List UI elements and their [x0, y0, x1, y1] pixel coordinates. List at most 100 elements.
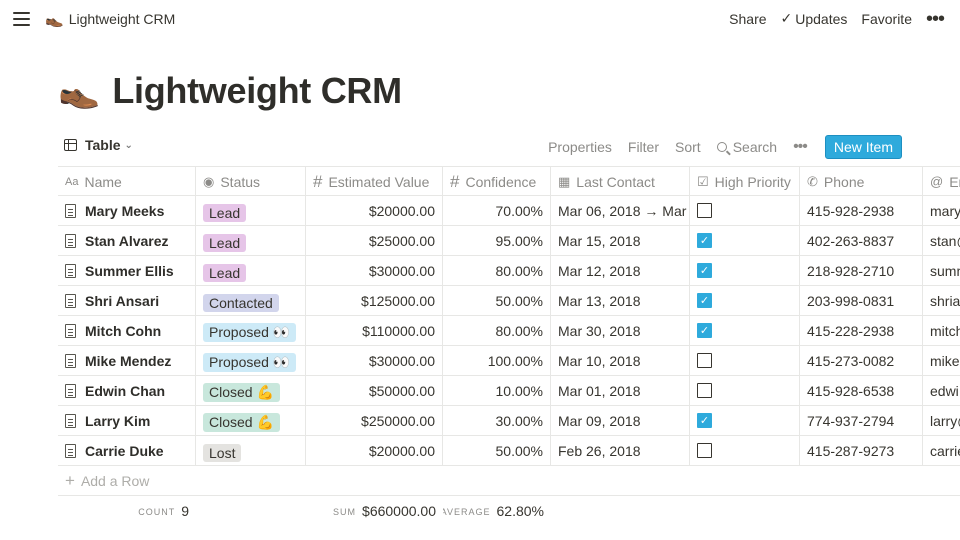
high-priority-cell[interactable]: ✓ [690, 316, 800, 345]
email-cell[interactable]: shria [930, 292, 960, 309]
column-header-estimated-value[interactable]: # Estimated Value [306, 167, 443, 196]
phone-cell[interactable]: 415-928-2938 [800, 196, 923, 225]
last-contact-cell[interactable]: Mar 09, 2018 [551, 406, 690, 435]
sort-button[interactable]: Sort [675, 139, 701, 155]
estimated-value-cell[interactable]: $30000.00 [306, 346, 443, 375]
properties-button[interactable]: Properties [548, 139, 612, 155]
last-contact-cell[interactable]: Mar 06, 2018 → Mar 0 [551, 196, 690, 225]
table-row[interactable]: Shri Ansari Contacted $125000.00 50.00% Mar … [58, 286, 960, 316]
estimated-value-cell[interactable]: $110000.00 [306, 316, 443, 345]
page-title[interactable]: Lightweight CRM [112, 70, 402, 111]
column-header-confidence[interactable]: # Confidence [443, 167, 551, 196]
confidence-cell[interactable]: 10.00% [443, 376, 551, 405]
email-cell[interactable]: mike@ [930, 352, 960, 369]
name-cell[interactable]: Mitch Cohn [58, 316, 196, 345]
phone-cell[interactable]: 415-928-6538 [800, 376, 923, 405]
confidence-cell[interactable]: 70.00% [443, 196, 551, 225]
high-priority-checkbox[interactable] [697, 383, 712, 398]
table-row[interactable]: Larry Kim Closed 💪 $250000.00 30.00% Mar 09,… [58, 406, 960, 436]
high-priority-cell[interactable]: ✓ [690, 406, 800, 435]
phone-cell[interactable]: 774-937-2794 [800, 406, 923, 435]
high-priority-checkbox-checked[interactable]: ✓ [697, 293, 712, 308]
updates-button[interactable]: ✓ Updates [781, 10, 848, 27]
name-cell[interactable]: Summer Ellis [58, 256, 196, 285]
status-cell[interactable]: Lead [196, 256, 306, 285]
status-cell[interactable]: Proposed 👀 [196, 316, 306, 345]
menu-icon[interactable] [13, 12, 30, 26]
last-contact-cell[interactable]: Mar 12, 2018 [551, 256, 690, 285]
status-cell[interactable]: Lead [196, 226, 306, 255]
last-contact-cell[interactable]: Mar 10, 2018 [551, 346, 690, 375]
estimated-value-cell[interactable]: $20000.00 [306, 436, 443, 465]
phone-cell[interactable]: 218-928-2710 [800, 256, 923, 285]
sum-calculation[interactable]: SUM $660000.00 [306, 496, 443, 526]
high-priority-cell[interactable] [690, 196, 800, 225]
name-cell[interactable]: Edwin Chan [58, 376, 196, 405]
last-contact-cell[interactable]: Mar 01, 2018 [551, 376, 690, 405]
status-cell[interactable]: Lead [196, 196, 306, 225]
table-row[interactable]: Mary Meeks Lead $20000.00 70.00% Mar 06, 201… [58, 196, 960, 226]
status-cell[interactable]: Closed 💪 [196, 376, 306, 405]
count-calculation[interactable]: COUNT 9 [58, 496, 196, 526]
status-cell[interactable]: Lost [196, 436, 306, 465]
name-cell[interactable]: Larry Kim [58, 406, 196, 435]
column-header-email[interactable]: @ Em [923, 167, 960, 196]
estimated-value-cell[interactable]: $250000.00 [306, 406, 443, 435]
estimated-value-cell[interactable]: $25000.00 [306, 226, 443, 255]
column-header-status[interactable]: ◉ Status [196, 167, 306, 196]
view-switcher[interactable]: Table ⌄ [64, 137, 133, 153]
table-row[interactable]: Carrie Duke Lost $20000.00 50.00% Feb 26, 20… [58, 436, 960, 466]
last-contact-cell[interactable]: Mar 15, 2018 [551, 226, 690, 255]
email-cell[interactable]: larry@ [930, 412, 960, 429]
table-row[interactable]: Stan Alvarez Lead $25000.00 95.00% Mar 15, 2… [58, 226, 960, 256]
more-options-icon[interactable]: ••• [925, 7, 945, 30]
high-priority-checkbox-checked[interactable]: ✓ [697, 413, 712, 428]
new-item-button[interactable]: New Item [824, 135, 902, 159]
last-contact-cell[interactable]: Mar 13, 2018 [551, 286, 690, 315]
high-priority-checkbox-checked[interactable]: ✓ [697, 263, 712, 278]
confidence-cell[interactable]: 95.00% [443, 226, 551, 255]
email-cell[interactable]: carrie [930, 442, 960, 459]
high-priority-cell[interactable]: ✓ [690, 286, 800, 315]
high-priority-checkbox[interactable] [697, 203, 712, 218]
estimated-value-cell[interactable]: $125000.00 [306, 286, 443, 315]
table-row[interactable]: Summer Ellis Lead $30000.00 80.00% Mar 12, 2… [58, 256, 960, 286]
name-cell[interactable]: Stan Alvarez [58, 226, 196, 255]
breadcrumb[interactable]: 👞 Lightweight CRM [45, 10, 175, 28]
last-contact-cell[interactable]: Mar 30, 2018 [551, 316, 690, 345]
average-calculation[interactable]: AVERAGE 62.80% [443, 496, 551, 526]
name-cell[interactable]: Mary Meeks [58, 196, 196, 225]
search-button[interactable]: Search [716, 139, 777, 155]
phone-cell[interactable]: 415-287-9273 [800, 436, 923, 465]
confidence-cell[interactable]: 100.00% [443, 346, 551, 375]
phone-cell[interactable]: 402-263-8837 [800, 226, 923, 255]
table-row[interactable]: Mike Mendez Proposed 👀 $30000.00 100.00% Mar… [58, 346, 960, 376]
status-cell[interactable]: Proposed 👀 [196, 346, 306, 375]
column-header-phone[interactable]: ✆ Phone [800, 167, 923, 196]
confidence-cell[interactable]: 30.00% [443, 406, 551, 435]
high-priority-cell[interactable]: ✓ [690, 256, 800, 285]
high-priority-cell[interactable] [690, 376, 800, 405]
email-cell[interactable]: stan@ [930, 232, 960, 249]
email-cell[interactable]: mary [930, 202, 960, 219]
estimated-value-cell[interactable]: $20000.00 [306, 196, 443, 225]
high-priority-cell[interactable] [690, 346, 800, 375]
name-cell[interactable]: Mike Mendez [58, 346, 196, 375]
high-priority-checkbox[interactable] [697, 353, 712, 368]
status-cell[interactable]: Closed 💪 [196, 406, 306, 435]
confidence-cell[interactable]: 50.00% [443, 436, 551, 465]
high-priority-cell[interactable] [690, 436, 800, 465]
confidence-cell[interactable]: 80.00% [443, 316, 551, 345]
confidence-cell[interactable]: 50.00% [443, 286, 551, 315]
high-priority-checkbox-checked[interactable]: ✓ [697, 233, 712, 248]
table-row[interactable]: Mitch Cohn Proposed 👀 $110000.00 80.00% Mar … [58, 316, 960, 346]
column-header-high-priority[interactable]: ☑ High Priority [690, 167, 800, 196]
high-priority-cell[interactable]: ✓ [690, 226, 800, 255]
email-cell[interactable]: edwi [930, 382, 959, 399]
confidence-cell[interactable]: 80.00% [443, 256, 551, 285]
estimated-value-cell[interactable]: $30000.00 [306, 256, 443, 285]
phone-cell[interactable]: 415-228-2938 [800, 316, 923, 345]
name-cell[interactable]: Carrie Duke [58, 436, 196, 465]
phone-cell[interactable]: 415-273-0082 [800, 346, 923, 375]
favorite-button[interactable]: Favorite [861, 10, 912, 27]
